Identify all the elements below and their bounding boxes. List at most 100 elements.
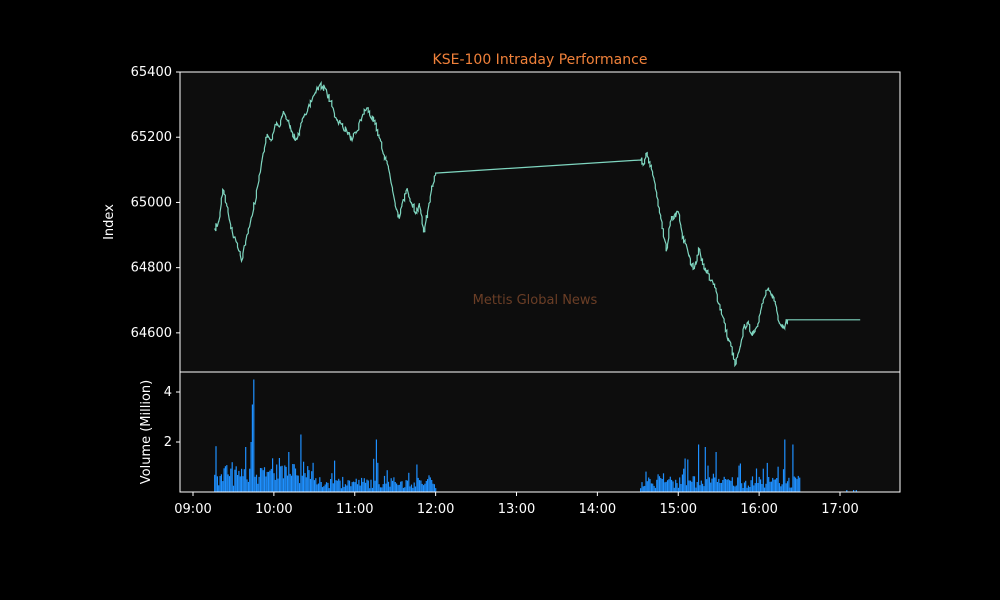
volume-bar	[692, 476, 694, 492]
volume-bar	[263, 467, 266, 492]
volume-bar	[660, 478, 662, 492]
volume-bar	[703, 486, 705, 492]
volume-bar	[347, 480, 349, 492]
volume-bar	[361, 477, 363, 492]
volume-bar	[374, 480, 376, 492]
volume-bar	[381, 487, 383, 492]
volume-bar	[278, 458, 280, 492]
volume-y-ticks: 24	[164, 385, 180, 450]
volume-bar	[712, 473, 714, 492]
volume-bar	[409, 486, 411, 492]
volume-bar	[765, 483, 767, 492]
volume-bar	[710, 482, 712, 492]
volume-bar	[316, 484, 318, 492]
volume-bar	[424, 483, 426, 492]
volume-bar	[350, 486, 352, 492]
volume-bar	[230, 468, 232, 492]
price-plot-area	[180, 72, 900, 372]
volume-bar	[265, 476, 267, 492]
volume-bar	[796, 479, 798, 492]
volume-bar	[320, 482, 322, 492]
volume-bar	[795, 477, 797, 492]
volume-bar	[226, 465, 228, 492]
volume-bar	[319, 477, 321, 492]
volume-bar	[344, 484, 346, 492]
volume-bar	[222, 481, 224, 492]
volume-bar	[656, 479, 658, 492]
volume-bar	[308, 470, 310, 492]
volume-bar	[294, 468, 297, 492]
volume-bar	[792, 444, 794, 492]
volume-bar	[363, 478, 365, 492]
volume-bar	[280, 466, 282, 492]
volume-bar	[679, 477, 681, 492]
volume-bar	[370, 479, 372, 492]
volume-bar	[711, 478, 713, 492]
volume-bar	[238, 470, 240, 492]
volume-bar	[274, 479, 276, 492]
volume-bar	[776, 478, 778, 492]
volume-bar	[726, 479, 728, 492]
volume-bar	[281, 465, 283, 492]
volume-bar	[671, 479, 673, 492]
volume-bar	[664, 482, 666, 492]
volume-bar	[766, 462, 768, 492]
volume-bar	[734, 486, 736, 492]
volume-bar	[755, 468, 758, 492]
volume-bar	[290, 475, 293, 492]
volume-bar	[417, 477, 419, 492]
volume-bar	[429, 477, 431, 492]
x-tick-label: 09:00	[174, 502, 211, 517]
volume-bar	[762, 468, 764, 492]
volume-bar	[351, 482, 353, 492]
volume-bar	[780, 486, 782, 492]
volume-bar	[249, 468, 251, 492]
volume-bar	[714, 477, 716, 492]
volume-bar	[284, 465, 286, 492]
volume-bar	[394, 482, 396, 492]
volume-bar	[724, 479, 727, 492]
volume-bar	[300, 434, 302, 492]
x-tick-label: 16:00	[740, 502, 777, 517]
volume-bar	[684, 458, 686, 492]
volume-bar	[304, 473, 306, 492]
price-y-axis-label: Index	[102, 204, 117, 240]
volume-bar	[330, 479, 332, 492]
volume-bar	[650, 483, 652, 492]
x-tick-label: 13:00	[498, 502, 535, 517]
volume-bar	[250, 442, 252, 492]
volume-bar	[718, 478, 720, 492]
volume-bar	[390, 478, 392, 492]
volume-bar	[272, 458, 274, 492]
volume-bar	[253, 379, 255, 492]
volume-bar	[261, 468, 263, 492]
volume-bar	[255, 474, 258, 492]
x-tick-label: 12:00	[417, 502, 454, 517]
volume-bar	[259, 468, 262, 492]
volume-bar	[657, 474, 659, 492]
volume-bar	[401, 481, 403, 492]
volume-bar	[799, 477, 801, 492]
volume-bar	[297, 475, 299, 492]
volume-bar	[689, 480, 692, 492]
watermark-text: Mettis Global News	[473, 293, 598, 308]
volume-bar	[793, 476, 795, 492]
volume-bar	[228, 476, 231, 492]
volume-bar	[270, 468, 272, 492]
volume-bar	[405, 480, 407, 492]
volume-bar	[336, 480, 338, 492]
volume-bar	[285, 466, 287, 492]
volume-bar	[220, 474, 222, 492]
volume-bar	[313, 480, 315, 492]
volume-bar	[343, 486, 345, 492]
volume-bar	[688, 480, 690, 492]
volume-bar	[303, 461, 305, 492]
volume-bar	[699, 485, 701, 492]
volume-bar	[216, 476, 218, 492]
volume-bar	[412, 487, 414, 492]
volume-bar	[777, 466, 779, 492]
volume-bar	[668, 479, 670, 492]
volume-bar	[385, 483, 387, 492]
volume-bar	[234, 469, 236, 492]
volume-bar	[673, 487, 675, 492]
